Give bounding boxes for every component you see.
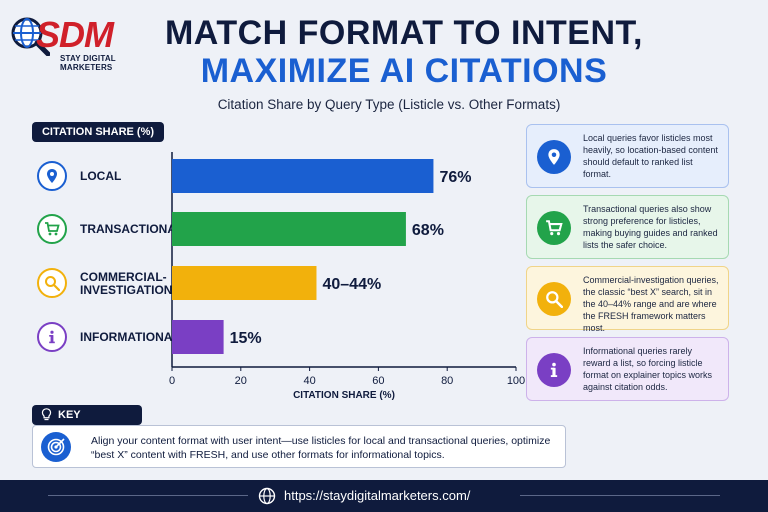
x-tick-label: 80 [441,375,453,387]
x-tick-label: 40 [303,375,315,387]
bar-transactional [172,212,406,246]
x-tick-label: 100 [507,375,525,387]
bar-value-label: 76% [439,169,471,186]
chart-subtitle: Citation Share by Query Type (Listicle v… [217,97,561,112]
logo-text: SDM [36,14,114,55]
card-text: Local queries favor listicles most heavi… [583,133,718,179]
insight-card-commercial: Commercial-investigation queries, the cl… [526,266,729,333]
insight-card-transactional: Transactional queries also show strong p… [526,195,729,259]
location-pin-icon [548,149,560,165]
bar-commercial-investigation [172,266,317,300]
title-line-1: MATCH FORMAT TO INTENT, [164,14,643,52]
card-icon-circle [537,211,571,245]
x-tick-label: 60 [372,375,384,387]
card-icon-circle [537,353,571,387]
category-label-informational: INFORMATIONAL [80,330,180,344]
x-tick-label: 20 [235,375,247,387]
bar-value-label: 68% [412,222,444,239]
category-icon-transactional [37,214,67,244]
key-takeaway-box: Align your content format with user inte… [32,425,566,468]
lightbulb-icon [41,408,52,421]
category-label-commercial: COMMERCIAL- INVESTIGATION [80,270,173,297]
key-takeaway-pill: KEY TAKEAWAY [32,405,142,441]
globe-magnifier-icon [11,17,50,56]
footer-url-link[interactable]: https://staydigitalmarketers.com/ [284,488,471,503]
bar-value-label: 15% [230,330,262,347]
card-icon-circle [537,282,571,316]
magnifier-icon [45,276,60,291]
shopping-cart-icon [45,222,60,236]
shopping-cart-icon [546,220,563,236]
category-icon-local [37,161,67,191]
magnifier-icon [546,291,563,308]
globe-icon [258,487,276,505]
category-label-transactional: TRANSACTIONAL [80,222,184,236]
target-icon [47,438,65,456]
title-line-2: MAXIMIZE AI CITATIONS [200,52,608,90]
insight-card-local: Local queries favor listicles most heavi… [526,124,729,188]
target-icon-circle [41,432,71,462]
location-pin-icon [47,169,57,183]
logo-subtext: STAY DIGITAL MARKETERS [60,54,116,72]
bar-local [172,159,434,193]
category-icon-informational [37,322,67,352]
info-icon [49,330,55,344]
x-axis-title: CITATION SHARE (%) [293,390,395,401]
card-text: Informational queries rarely reward a li… [583,346,713,392]
category-icon-commercial [37,268,67,298]
bar-value-label: 40–44% [322,276,381,293]
info-icon [550,362,558,377]
x-tick-label: 0 [169,375,175,387]
card-text: Transactional queries also show strong p… [583,204,718,250]
footer-bar: https://staydigitalmarketers.com/ [0,480,768,512]
card-text: Commercial-investigation queries, the cl… [583,275,719,333]
footer-divider-left [48,495,248,496]
brand-logo: SDM STAY DIGITAL MARKETERS [6,8,166,78]
category-label-local: LOCAL [80,169,122,183]
card-icon-circle [537,140,571,174]
footer-divider-right [520,495,720,496]
citation-share-pill: CITATION SHARE (%) [32,122,164,142]
insight-card-informational: Informational queries rarely reward a li… [526,337,729,401]
key-takeaway-text: Align your content format with user inte… [91,435,551,461]
bar-informational [172,320,224,354]
